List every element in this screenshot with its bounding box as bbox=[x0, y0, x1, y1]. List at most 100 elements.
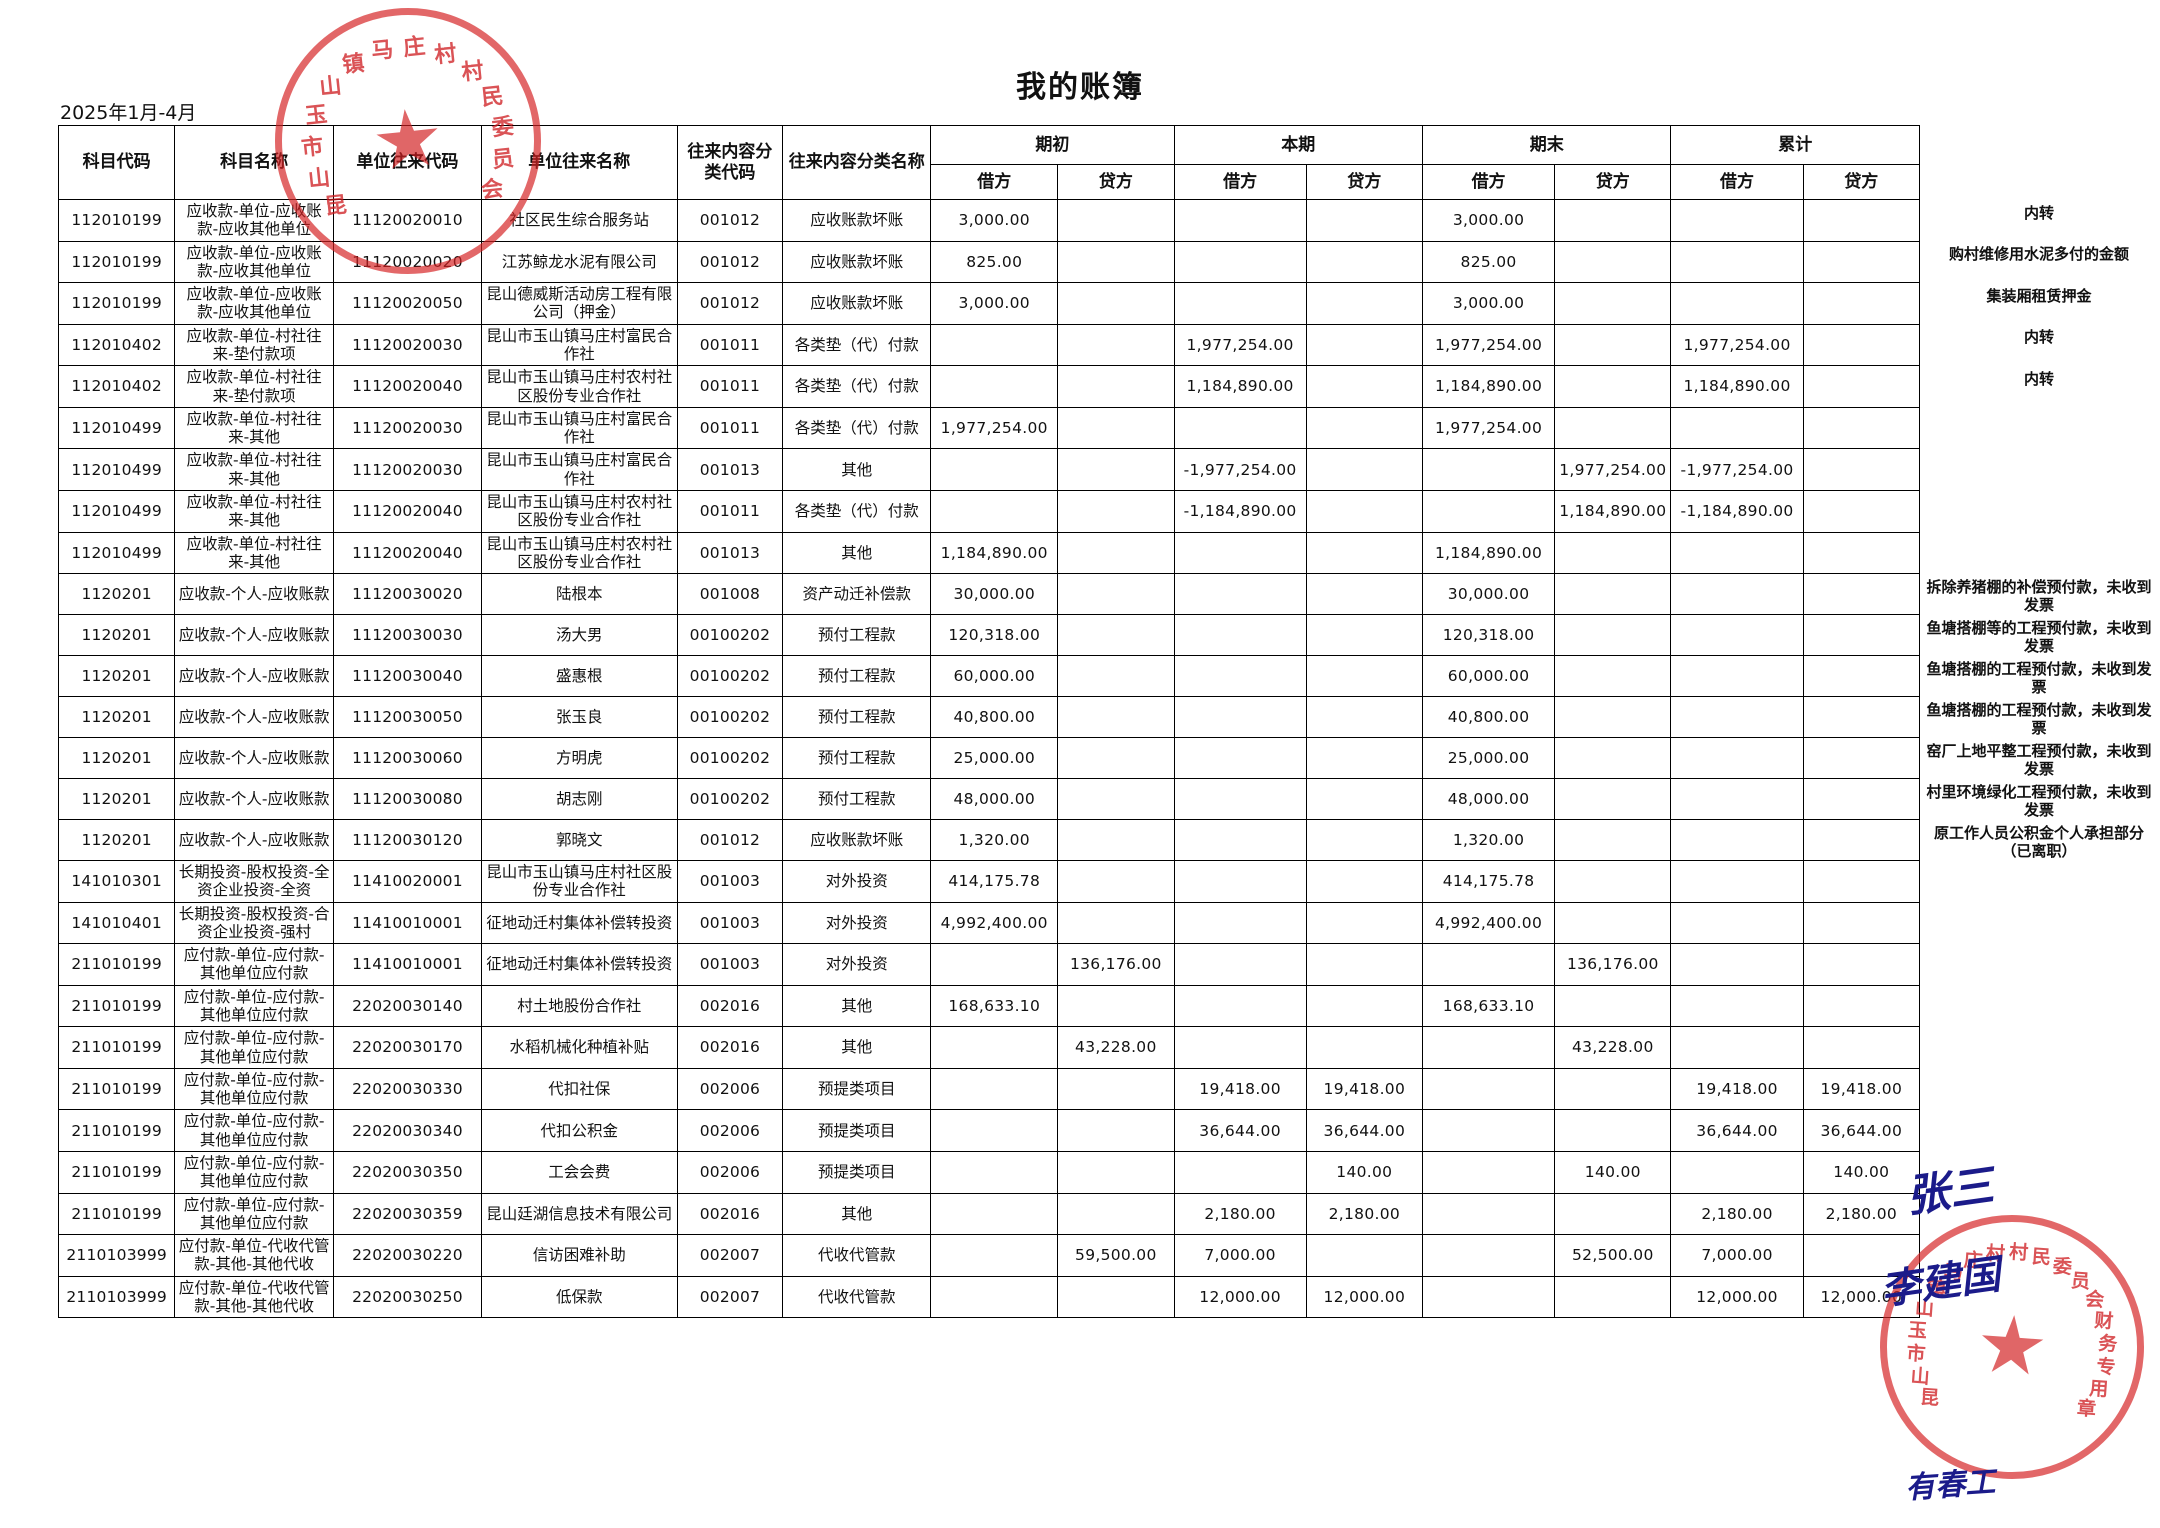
cell-unit-code: 11120030030 bbox=[332, 614, 482, 657]
seal-char: 民 bbox=[2031, 1245, 2052, 1269]
cell-ending-credit bbox=[1554, 778, 1672, 821]
cell-class-code: 001012 bbox=[676, 819, 784, 862]
cell-opening-credit bbox=[1057, 1109, 1175, 1152]
cell-ending-debit bbox=[1421, 489, 1556, 533]
cell-opening-debit: 825.00 bbox=[930, 240, 1059, 284]
cell-class-name: 其他 bbox=[782, 531, 932, 575]
cell-ending-debit: 3,000.00 bbox=[1421, 282, 1556, 325]
cell-current-debit bbox=[1173, 778, 1307, 821]
cell-class-name: 资产动迁补偿款 bbox=[782, 573, 932, 616]
th-ending-credit: 贷方 bbox=[1554, 164, 1672, 200]
cell-unit-code: 11120020030 bbox=[332, 448, 482, 491]
cell-subject-name: 应付款-单位-应付款-其他单位应付款 bbox=[174, 1151, 334, 1194]
cell-current-debit bbox=[1173, 737, 1307, 780]
cell-current-credit bbox=[1305, 819, 1423, 862]
cell-subject-code: 141010401 bbox=[57, 901, 176, 945]
cell-unit-code: 22020030140 bbox=[332, 984, 482, 1028]
cell-cumulative-credit: 140.00 bbox=[1802, 1151, 1921, 1194]
cell-cumulative-credit bbox=[1802, 199, 1921, 242]
cell-unit-name: 低保款 bbox=[480, 1275, 678, 1319]
cell-current-credit bbox=[1305, 778, 1423, 821]
cell-subject-name: 应收款-单位-村社往来-其他 bbox=[174, 406, 334, 450]
cell-ending-debit bbox=[1421, 1026, 1556, 1069]
cell-class-name: 应收账款坏账 bbox=[782, 282, 932, 325]
cell-subject-name: 应付款-单位-应付款-其他单位应付款 bbox=[174, 943, 334, 986]
cell-cumulative-debit: -1,977,254.00 bbox=[1670, 448, 1804, 491]
cell-unit-name: 张玉良 bbox=[480, 696, 678, 739]
cell-unit-code: 11410010001 bbox=[332, 943, 482, 986]
cell-ending-debit bbox=[1421, 1109, 1556, 1152]
cell-cumulative-debit bbox=[1670, 819, 1804, 862]
cell-current-debit bbox=[1173, 614, 1307, 657]
cell-current-debit bbox=[1173, 696, 1307, 739]
seal-char: 昆 bbox=[1919, 1386, 1940, 1410]
cell-unit-name: 昆山市玉山镇马庄村农村社区股份专业合作社 bbox=[480, 365, 678, 408]
cell-ending-debit: 1,184,890.00 bbox=[1421, 531, 1556, 575]
cell-ending-credit bbox=[1554, 984, 1672, 1028]
cell-subject-code: 1120201 bbox=[57, 696, 176, 739]
cell-ending-credit: 140.00 bbox=[1554, 1151, 1672, 1194]
cell-opening-debit: 48,000.00 bbox=[930, 778, 1059, 821]
cell-class-code: 001013 bbox=[676, 531, 784, 575]
cell-current-debit bbox=[1173, 573, 1307, 616]
cell-subject-code: 211010199 bbox=[57, 943, 176, 986]
cell-subject-name: 应付款-单位-应付款-其他单位应付款 bbox=[174, 1109, 334, 1152]
th-opening: 期初 bbox=[930, 125, 1175, 165]
seal-char: 马 bbox=[370, 37, 395, 65]
cell-opening-debit: 1,320.00 bbox=[930, 819, 1059, 862]
cell-current-debit bbox=[1173, 240, 1307, 284]
cell-opening-debit bbox=[930, 1026, 1059, 1069]
cell-ending-debit: 48,000.00 bbox=[1421, 778, 1556, 821]
cell-opening-credit bbox=[1057, 737, 1175, 780]
cell-subject-name: 应收款-单位-应收账款-应收其他单位 bbox=[174, 199, 334, 242]
cell-class-code: 001012 bbox=[676, 282, 784, 325]
cell-current-debit: 12,000.00 bbox=[1173, 1275, 1307, 1319]
cell-ending-debit bbox=[1421, 1151, 1556, 1194]
cell-subject-name: 应收款-个人-应收账款 bbox=[174, 778, 334, 821]
cell-current-credit bbox=[1305, 323, 1423, 367]
cell-opening-debit: 1,184,890.00 bbox=[930, 531, 1059, 575]
seal-char: 马 bbox=[1942, 1260, 1964, 1285]
cell-cumulative-debit: 1,184,890.00 bbox=[1670, 365, 1804, 408]
cell-ending-debit: 1,320.00 bbox=[1421, 819, 1556, 862]
table-row: 141010301 长期投资-股权投资-全资企业投资-全资 11410020001 昆… bbox=[57, 860, 1921, 903]
seal-char: 员 bbox=[2070, 1269, 2091, 1294]
cell-ending-credit bbox=[1554, 901, 1672, 945]
cell-unit-name: 昆山德威斯活动房工程有限公司（押金） bbox=[480, 282, 678, 325]
cell-class-name: 预提类项目 bbox=[782, 1067, 932, 1111]
cell-subject-name: 应收款-单位-村社往来-其他 bbox=[174, 531, 334, 575]
cell-class-code: 001012 bbox=[676, 199, 784, 242]
cell-current-credit bbox=[1305, 406, 1423, 450]
seal-char: 会 bbox=[2084, 1288, 2105, 1312]
cell-unit-code: 22020030170 bbox=[332, 1026, 482, 1069]
cell-unit-code: 11120020020 bbox=[332, 240, 482, 284]
cell-opening-debit: 168,633.10 bbox=[930, 984, 1059, 1028]
cell-subject-name: 应收款-单位-应收账款-应收其他单位 bbox=[174, 240, 334, 284]
cell-unit-code: 11120020040 bbox=[332, 365, 482, 408]
cell-class-code: 002006 bbox=[676, 1109, 784, 1152]
cell-cumulative-debit bbox=[1670, 531, 1804, 575]
cell-current-debit bbox=[1173, 1151, 1307, 1194]
cell-cumulative-credit bbox=[1802, 282, 1921, 325]
cell-current-credit bbox=[1305, 614, 1423, 657]
cell-ending-credit bbox=[1554, 1275, 1672, 1319]
cell-class-name: 代收代管款 bbox=[782, 1275, 932, 1319]
cell-unit-name: 昆山市玉山镇马庄村农村社区股份专业合作社 bbox=[480, 531, 678, 575]
cell-opening-credit bbox=[1057, 1151, 1175, 1194]
cell-cumulative-credit bbox=[1802, 984, 1921, 1028]
cell-opening-credit bbox=[1057, 778, 1175, 821]
cell-subject-name: 应付款-单位-应付款-其他单位应付款 bbox=[174, 1067, 334, 1111]
cell-subject-name: 应收款-个人-应收账款 bbox=[174, 696, 334, 739]
cell-current-debit: 36,644.00 bbox=[1173, 1109, 1307, 1152]
signature-three: 有春工 bbox=[1904, 1464, 1997, 1507]
cell-cumulative-debit bbox=[1670, 901, 1804, 945]
cell-subject-name: 应收款-单位-应收账款-应收其他单位 bbox=[174, 282, 334, 325]
seal-char: 用 bbox=[2088, 1377, 2110, 1401]
cell-opening-credit bbox=[1057, 323, 1175, 367]
cell-opening-credit bbox=[1057, 696, 1175, 739]
cell-ending-credit bbox=[1554, 406, 1672, 450]
cell-class-code: 002006 bbox=[676, 1151, 784, 1194]
remark-cell: 拆除养猪棚的补偿预付款，未收到发票 bbox=[1926, 577, 2152, 614]
cell-ending-debit: 1,977,254.00 bbox=[1421, 406, 1556, 450]
cell-ending-credit bbox=[1554, 1192, 1672, 1236]
